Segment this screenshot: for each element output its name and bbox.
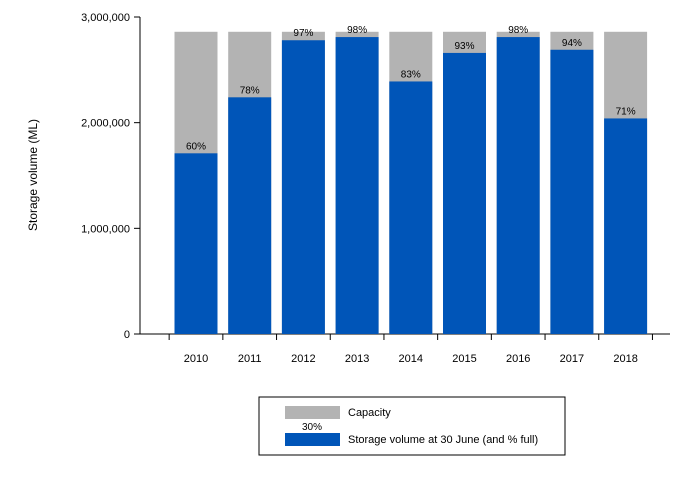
bar-storage (389, 81, 433, 334)
bar-storage (174, 153, 218, 334)
data-label-percent: 60% (186, 141, 206, 152)
legend-label-storage: Storage volume at 30 June (and % full) (348, 434, 538, 446)
data-label-percent: 98% (508, 25, 528, 36)
legend-swatch-capacity (285, 406, 340, 419)
x-tick-label: 2010 (184, 353, 208, 365)
y-tick-label: 0 (124, 329, 130, 341)
y-tick-label: 1,000,000 (81, 223, 130, 235)
legend-swatch-storage (285, 433, 340, 446)
data-label-percent: 94% (562, 38, 582, 49)
bar-storage (443, 52, 486, 334)
x-tick-label: 2013 (345, 353, 369, 365)
y-tick-label: 2,000,000 (81, 118, 130, 130)
data-label-percent: 78% (240, 85, 260, 96)
x-tick-label: 2014 (399, 353, 423, 365)
x-tick-label: 2016 (506, 353, 530, 365)
x-tick-label: 2015 (452, 353, 476, 365)
x-tick-label: 2018 (613, 353, 637, 365)
x-tick-label: 2012 (291, 353, 315, 365)
legend-label-capacity: Capacity (348, 407, 391, 419)
legend-sample-percent: 30% (302, 422, 322, 433)
data-label-percent: 71% (616, 106, 636, 117)
data-label-percent: 98% (347, 25, 367, 36)
y-axis-title: Storage volume (ML) (26, 119, 40, 231)
y-tick-label: 3,000,000 (81, 12, 130, 24)
legend: Capacity 30% Storage volume at 30 June (… (258, 396, 566, 456)
bar-storage (604, 118, 648, 334)
data-label-percent: 83% (401, 69, 421, 80)
bar-storage (281, 40, 325, 334)
data-label-percent: 97% (293, 28, 313, 39)
bar-storage (228, 97, 272, 334)
bar-storage (496, 37, 540, 335)
bar-storage (335, 37, 379, 335)
plot-area: 0 1,000,000 2,000,000 3,000,000 60% 2010 78% 20… (81, 12, 670, 365)
x-tick-label: 2011 (238, 353, 262, 365)
bar-storage (550, 49, 594, 335)
data-label-percent: 93% (454, 41, 474, 52)
x-tick-label: 2017 (560, 353, 584, 365)
